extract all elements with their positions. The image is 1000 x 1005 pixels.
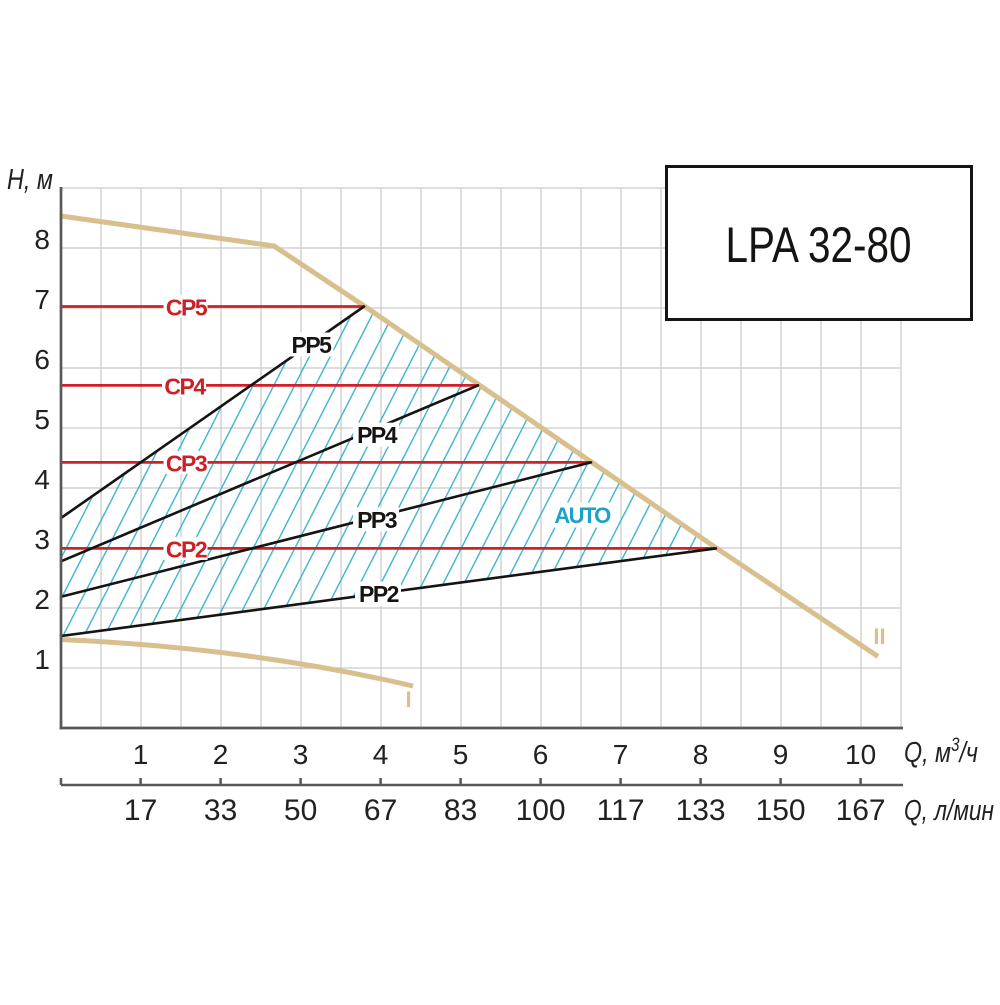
svg-text:167: 167 bbox=[836, 794, 886, 827]
svg-text:10: 10 bbox=[845, 739, 876, 770]
svg-text:2: 2 bbox=[34, 584, 50, 615]
svg-text:83: 83 bbox=[444, 794, 477, 827]
svg-text:PP2: PP2 bbox=[359, 581, 399, 607]
svg-text:67: 67 bbox=[364, 794, 397, 827]
svg-text:PP3: PP3 bbox=[357, 507, 397, 533]
svg-text:17: 17 bbox=[124, 794, 157, 827]
svg-text:100: 100 bbox=[516, 794, 566, 827]
svg-text:CP3: CP3 bbox=[166, 450, 207, 476]
svg-text:2: 2 bbox=[213, 739, 229, 770]
svg-text:150: 150 bbox=[756, 794, 806, 827]
svg-text:1: 1 bbox=[34, 644, 50, 675]
svg-text:5: 5 bbox=[453, 739, 469, 770]
svg-text:9: 9 bbox=[773, 739, 789, 770]
svg-text:II: II bbox=[873, 624, 885, 649]
svg-text:AUTO: AUTO bbox=[554, 503, 611, 528]
svg-text:7: 7 bbox=[613, 739, 629, 770]
svg-text:6: 6 bbox=[533, 739, 549, 770]
svg-text:7: 7 bbox=[34, 284, 50, 315]
svg-text:Q, м3/ч: Q, м3/ч bbox=[904, 735, 978, 769]
svg-text:4: 4 bbox=[373, 739, 389, 770]
svg-text:I: I bbox=[405, 687, 411, 712]
svg-text:PP4: PP4 bbox=[357, 422, 398, 448]
svg-text:LPA 32-80: LPA 32-80 bbox=[726, 217, 912, 273]
svg-text:4: 4 bbox=[34, 464, 50, 495]
svg-text:PP5: PP5 bbox=[292, 332, 333, 358]
svg-text:117: 117 bbox=[597, 794, 645, 827]
svg-text:CP4: CP4 bbox=[164, 373, 206, 399]
svg-text:Q, л/мин: Q, л/мин bbox=[904, 795, 994, 827]
svg-text:1: 1 bbox=[133, 739, 149, 770]
svg-text:CP2: CP2 bbox=[166, 536, 207, 562]
svg-text:8: 8 bbox=[693, 739, 709, 770]
svg-text:133: 133 bbox=[676, 794, 726, 827]
svg-text:5: 5 bbox=[34, 404, 50, 435]
svg-text:3: 3 bbox=[293, 739, 309, 770]
svg-text:50: 50 bbox=[284, 794, 317, 827]
svg-text:3: 3 bbox=[34, 524, 50, 555]
svg-text:8: 8 bbox=[34, 224, 50, 255]
svg-text:CP5: CP5 bbox=[166, 295, 208, 321]
svg-text:6: 6 bbox=[34, 344, 50, 375]
svg-text:H, м: H, м bbox=[7, 164, 53, 196]
svg-text:33: 33 bbox=[204, 794, 237, 827]
